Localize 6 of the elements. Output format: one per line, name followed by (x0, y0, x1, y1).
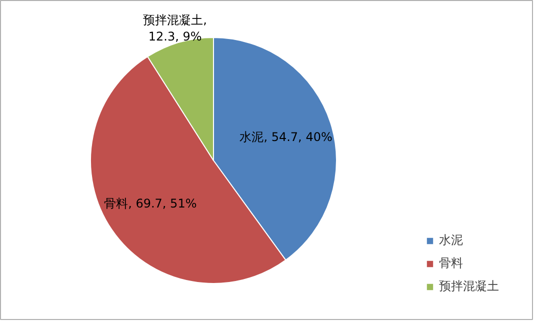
data-label: 骨料, 69.7, 51% (104, 196, 197, 210)
legend-label: 骨料 (439, 255, 463, 272)
legend-label: 水泥 (439, 232, 463, 249)
data-label: 水泥, 54.7, 40% (240, 130, 332, 144)
data-label: 预拌混凝土, 12.3, 9% (143, 12, 207, 44)
legend-label: 预拌混凝土 (439, 278, 499, 295)
